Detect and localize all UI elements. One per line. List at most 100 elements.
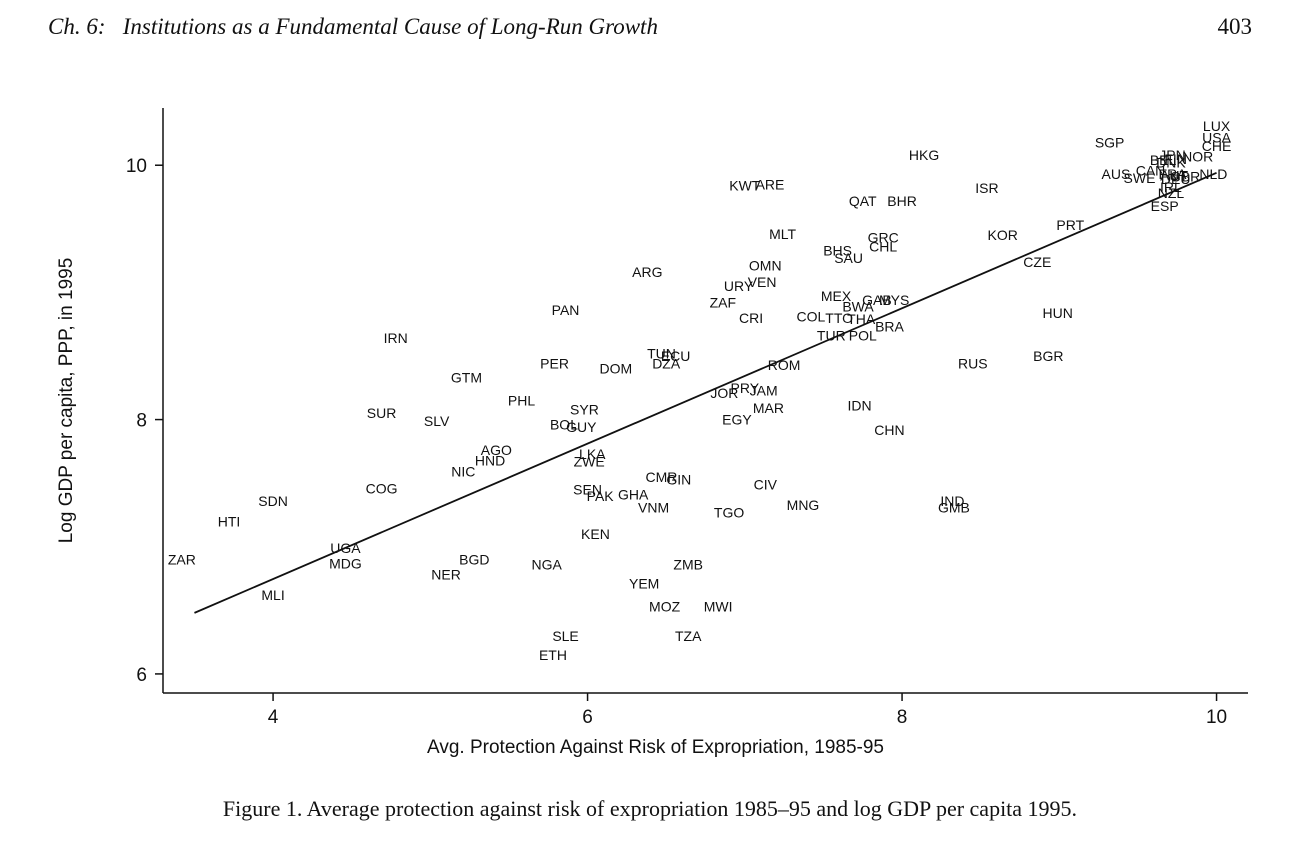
page-number: 403 bbox=[1217, 14, 1253, 39]
point-label-civ: CIV bbox=[754, 476, 778, 492]
point-label-cmr: CMR bbox=[646, 469, 678, 485]
point-label-are: ARE bbox=[756, 176, 785, 192]
page-header: Ch. 6: Institutions as a Fundamental Cau… bbox=[48, 14, 1252, 48]
point-label-mex: MEX bbox=[821, 288, 852, 304]
point-label-mli: MLI bbox=[261, 587, 284, 603]
point-label-sur: SUR bbox=[367, 405, 397, 421]
point-label-phl: PHL bbox=[508, 393, 535, 409]
point-label-arg: ARG bbox=[632, 264, 662, 280]
point-label-bwa: BWA bbox=[842, 298, 874, 314]
point-label-lka: LKA bbox=[579, 446, 606, 462]
point-label-omn: OMN bbox=[749, 258, 782, 274]
figure-caption: Figure 1. Average protection against ris… bbox=[222, 796, 1078, 821]
point-label-hun: HUN bbox=[1043, 305, 1073, 321]
point-label-prt: PRT bbox=[1056, 217, 1084, 233]
point-label-mys: MYS bbox=[879, 292, 909, 308]
y-tick-label: 6 bbox=[136, 665, 147, 686]
point-label-ner: NER bbox=[431, 567, 461, 583]
point-label-chn: CHN bbox=[874, 422, 904, 438]
point-label-bel: BEL bbox=[1150, 152, 1177, 168]
point-label-ken: KEN bbox=[581, 526, 610, 542]
point-label-pol: POL bbox=[849, 328, 877, 344]
point-label-mdg: MDG bbox=[329, 555, 362, 571]
point-label-jpn: JPN bbox=[1159, 147, 1185, 163]
point-label-dom: DOM bbox=[600, 361, 633, 377]
point-label-fin: FIN bbox=[1164, 151, 1187, 167]
point-label-kwt: KWT bbox=[729, 178, 761, 194]
point-label-hti: HTI bbox=[218, 513, 241, 529]
running-head: Ch. 6: Institutions as a Fundamental Cau… bbox=[48, 14, 658, 39]
point-label-kor: KOR bbox=[988, 227, 1018, 243]
point-label-tha: THA bbox=[847, 311, 876, 327]
point-label-usa: USA bbox=[1202, 129, 1231, 145]
point-label-vnm: VNM bbox=[638, 499, 669, 515]
y-tick-label: 10 bbox=[126, 156, 147, 177]
point-label-zwe: ZWE bbox=[574, 454, 605, 470]
point-label-mng: MNG bbox=[787, 497, 820, 513]
point-label-mar: MAR bbox=[753, 400, 784, 416]
point-label-bra: BRA bbox=[875, 319, 904, 335]
point-label-uga: UGA bbox=[330, 540, 361, 556]
point-label-sle: SLE bbox=[552, 628, 578, 644]
point-label-hnd: HND bbox=[475, 452, 505, 468]
point-label-grc: GRC bbox=[868, 230, 899, 246]
point-label-eth: ETH bbox=[539, 647, 567, 663]
point-label-mwi: MWI bbox=[704, 599, 733, 615]
point-label-cze: CZE bbox=[1023, 254, 1051, 270]
point-label-tgo: TGO bbox=[714, 504, 744, 520]
point-label-tur: TUR bbox=[817, 328, 846, 344]
point-label-zar: ZAR bbox=[168, 551, 196, 567]
point-label-chl: CHL bbox=[869, 239, 897, 255]
point-label-col: COL bbox=[796, 309, 825, 325]
point-label-aut: AUT bbox=[1160, 167, 1188, 183]
point-label-bgr: BGR bbox=[1033, 348, 1063, 364]
point-label-rom: ROM bbox=[768, 357, 801, 373]
point-label-zaf: ZAF bbox=[710, 295, 736, 311]
point-label-ecu: ECU bbox=[661, 348, 691, 364]
point-label-pak: PAK bbox=[587, 488, 615, 504]
point-label-guy: GUY bbox=[566, 419, 597, 435]
point-label-aus: AUS bbox=[1102, 166, 1131, 182]
point-label-yem: YEM bbox=[629, 576, 659, 592]
fit-line-group bbox=[194, 172, 1217, 614]
point-label-egy: EGY bbox=[722, 412, 752, 428]
x-tick-label: 4 bbox=[268, 707, 279, 728]
point-label-nor: NOR bbox=[1182, 148, 1213, 164]
point-label-gin: GIN bbox=[666, 471, 691, 487]
point-label-lux: LUX bbox=[1203, 118, 1231, 134]
point-label-che: CHE bbox=[1202, 138, 1232, 154]
y-tick-label: 8 bbox=[136, 411, 147, 432]
point-label-nzl: NZL bbox=[1158, 185, 1185, 201]
point-label-tun: TUN bbox=[647, 345, 676, 361]
point-label-nic: NIC bbox=[451, 464, 475, 480]
point-label-tza: TZA bbox=[675, 628, 702, 644]
point-label-ind: IND bbox=[940, 493, 964, 509]
point-label-rus: RUS bbox=[958, 356, 988, 372]
point-label-bol: BOL bbox=[550, 417, 578, 433]
point-label-jam: JAM bbox=[750, 382, 778, 398]
point-label-isr: ISR bbox=[975, 180, 998, 196]
x-tick-label: 10 bbox=[1206, 707, 1227, 728]
point-label-jor: JOR bbox=[710, 385, 738, 401]
point-label-sen: SEN bbox=[573, 482, 602, 498]
point-label-zmb: ZMB bbox=[673, 557, 703, 573]
point-label-pan: PAN bbox=[552, 302, 580, 318]
point-label-nga: NGA bbox=[532, 557, 563, 573]
point-label-moz: MOZ bbox=[649, 599, 681, 615]
point-label-deu: DEU bbox=[1161, 171, 1191, 187]
point-label-gbr: GBR bbox=[1170, 169, 1200, 185]
point-label-ago: AGO bbox=[481, 442, 512, 458]
point-label-fra: FRA bbox=[1159, 166, 1188, 182]
point-label-mlt: MLT bbox=[769, 226, 796, 242]
chart-axes: 4 6 8 10 6 8 10 bbox=[126, 108, 1248, 728]
x-tick-label: 6 bbox=[582, 707, 593, 728]
point-label-tto: TTO bbox=[825, 310, 853, 326]
x-axis-title: Avg. Protection Against Risk of Expropri… bbox=[427, 737, 884, 758]
point-label-swe: SWE bbox=[1124, 170, 1156, 186]
point-label-can: CAN bbox=[1136, 162, 1166, 178]
point-label-pry: PRY bbox=[731, 380, 760, 396]
point-label-irl: IRL bbox=[1160, 179, 1182, 195]
point-label-ury: URY bbox=[724, 278, 754, 294]
point-label-hkg: HKG bbox=[909, 147, 939, 163]
